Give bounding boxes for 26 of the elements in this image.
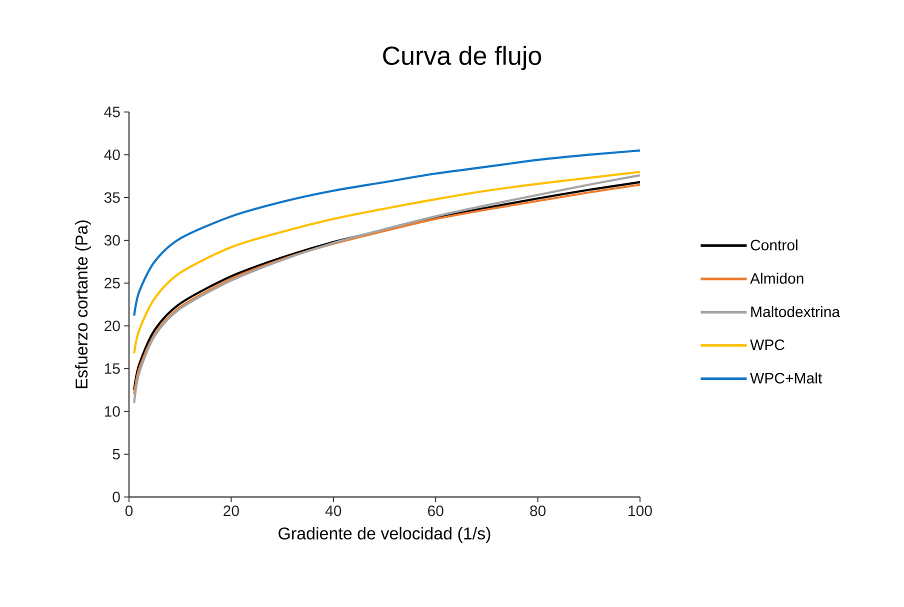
y-tick-label: 30 [104, 235, 120, 246]
x-tick-label: 60 [428, 506, 444, 516]
y-tick-label: 25 [104, 278, 120, 288]
y-tick-label: 15 [104, 363, 120, 374]
y-tick-label: 45 [104, 106, 120, 118]
legend-label: Maltodextrina [751, 306, 840, 318]
x-tick-label: 40 [325, 506, 342, 516]
legend-label: WPC+Malt [750, 372, 822, 384]
legend-label: WPC [750, 340, 784, 350]
chart-title: Curva de flujo [383, 46, 542, 70]
line-series [133, 149, 640, 317]
y-tick-label: 20 [104, 320, 120, 332]
y-tick-label: 40 [104, 149, 120, 160]
line-series [133, 170, 640, 354]
x-axis-title: Gradiente de velocidad (1/s) [278, 527, 490, 543]
y-tick-label: 5 [112, 448, 120, 460]
x-tick-label: 20 [224, 506, 239, 516]
x-tick-label: 100 [628, 506, 652, 516]
x-tick-label: 0 [125, 506, 133, 516]
y-tick-label: 10 [104, 406, 120, 417]
x-tick-label: 80 [530, 506, 546, 516]
y-tick-label: 35 [104, 192, 120, 203]
y-tick-label: 0 [112, 492, 120, 502]
legend-label: Almidon [750, 272, 804, 284]
y-axis-title: Esfuerzo cortante (Pa) [75, 220, 91, 388]
legend-label: Control [750, 239, 798, 250]
